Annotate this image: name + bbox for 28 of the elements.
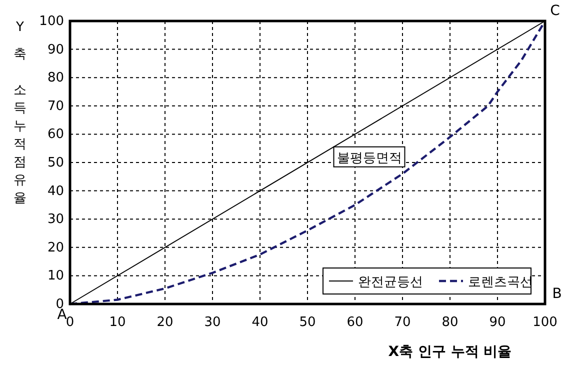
legend-label: 로렌츠곡선 <box>468 275 533 290</box>
x-tick-label: 40 <box>252 315 268 330</box>
y-tick-label: 10 <box>47 268 64 284</box>
y-tick-label: 50 <box>47 156 64 170</box>
legend-label: 완전균등선 <box>358 275 423 290</box>
y-tick-label: 80 <box>47 70 64 86</box>
x-tick-label: 0 <box>66 315 74 330</box>
x-tick-label: 50 <box>299 315 316 330</box>
y-tick-label: 60 <box>47 127 64 142</box>
x-tick-label: 80 <box>442 315 458 330</box>
x-tick-label: 20 <box>156 315 174 330</box>
y-tick-label: 30 <box>47 212 64 228</box>
x-tick-label: 10 <box>109 315 126 330</box>
x-tick-label: 100 <box>532 315 558 330</box>
annotation: C <box>550 3 560 19</box>
annotation: 불평등면적 <box>336 150 402 166</box>
x-tick-label: 30 <box>204 315 221 330</box>
x-axis-title: X축 인구 누적 비율 <box>388 344 512 360</box>
y-tick-label: 90 <box>47 42 64 58</box>
text: Y 축 소득누적점유율 <box>14 20 26 206</box>
x-tick-label: 60 <box>346 315 364 330</box>
y-tick-label: 70 <box>47 98 64 114</box>
text: B <box>552 286 562 302</box>
y-tick-label: 100 <box>39 14 64 29</box>
y-tick-label: 40 <box>47 184 64 199</box>
x-tick-label: 90 <box>489 315 506 330</box>
y-tick-label: 20 <box>47 240 64 256</box>
x-tick-label: 70 <box>394 315 411 330</box>
